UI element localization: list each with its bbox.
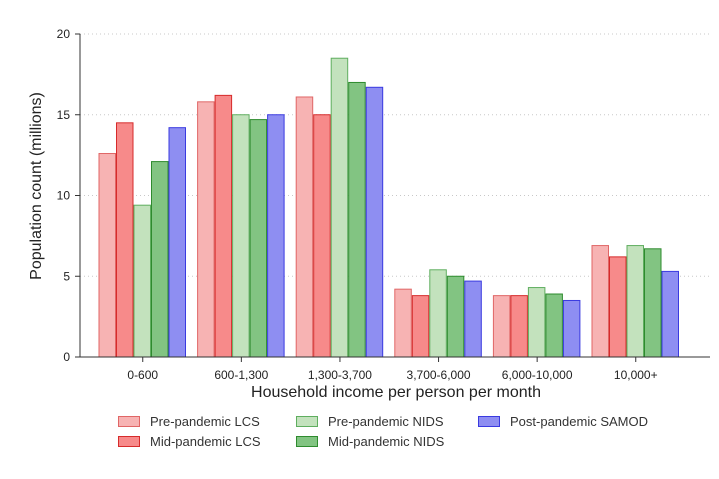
bar [626, 245, 644, 358]
legend-item: Post-pandemic SAMOD [478, 414, 648, 429]
y-ticks: 0 5 10 15 20 [57, 27, 80, 364]
bar [168, 127, 186, 358]
legend-item: Pre-pandemic LCS [118, 414, 260, 429]
bars [98, 57, 679, 358]
bar [545, 293, 563, 358]
y-tick-label: 10 [57, 189, 71, 203]
y-tick-label: 5 [63, 269, 70, 283]
legend-label: Pre-pandemic LCS [150, 414, 260, 429]
y-tick-label: 0 [63, 350, 70, 364]
x-tick-label: 1,300-3,700 [308, 368, 372, 382]
bar [330, 57, 349, 358]
legend-swatch [296, 416, 318, 427]
bar [133, 204, 151, 358]
bar [492, 295, 511, 358]
legend-swatch [296, 436, 318, 447]
legend-item: Mid-pandemic LCS [118, 434, 261, 449]
legend-label: Pre-pandemic NIDS [328, 414, 444, 429]
bar [411, 295, 430, 358]
bar [510, 295, 528, 358]
bar [429, 269, 447, 358]
y-tick-label: 20 [57, 27, 71, 41]
bar [98, 153, 116, 358]
legend-label: Post-pandemic SAMOD [510, 414, 648, 429]
bar [464, 280, 482, 358]
bar [661, 270, 679, 358]
bar [644, 248, 662, 358]
bar [232, 114, 250, 358]
bar [313, 114, 331, 358]
legend-label: Mid-pandemic NIDS [328, 434, 445, 449]
bar [591, 245, 609, 358]
legend-item: Mid-pandemic NIDS [296, 434, 444, 449]
bar [348, 81, 366, 358]
x-ticks: 0-600 600-1,300 1,300-3,700 3,700-6,000 6,00… [127, 357, 658, 382]
x-tick-label: 0-600 [127, 368, 158, 382]
x-tick-label: 3,700-6,000 [407, 368, 471, 382]
bar [562, 299, 581, 358]
bar [527, 287, 546, 358]
bar [151, 161, 169, 358]
bar [446, 275, 465, 358]
x-axis-label: Household income per person per month [251, 384, 541, 401]
legend-label: Mid-pandemic LCS [150, 434, 261, 449]
bar [249, 119, 268, 358]
legend-swatch [118, 416, 140, 427]
legend-item: Pre-pandemic NIDS [296, 414, 444, 429]
x-tick-label: 600-1,300 [214, 368, 268, 382]
legend-swatch [478, 416, 500, 427]
bar [267, 114, 285, 358]
y-axis-label: Population count (millions) [28, 92, 45, 280]
y-tick-label: 15 [57, 108, 71, 122]
bar [116, 122, 134, 358]
bar [394, 288, 412, 358]
x-tick-label: 6,000-10,000 [502, 368, 573, 382]
bar [214, 94, 233, 358]
legend: Pre-pandemic LCS Mid-pandemic LCS Pre-pand… [118, 414, 698, 454]
bar [295, 96, 314, 358]
bar [609, 256, 627, 358]
legend-swatch [118, 436, 140, 447]
bar [197, 101, 215, 358]
bar [365, 86, 384, 358]
x-tick-label: 10,000+ [614, 368, 658, 382]
